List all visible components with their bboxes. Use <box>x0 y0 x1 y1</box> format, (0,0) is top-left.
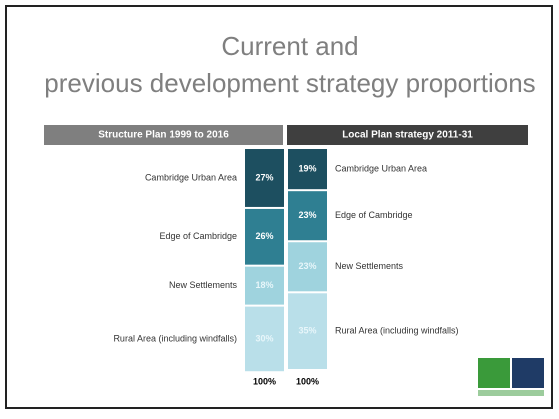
segment-label: New Settlements <box>335 261 404 271</box>
value-label: 26% <box>255 231 273 241</box>
column-header <box>44 125 283 145</box>
column-header-label: Structure Plan 1999 to 2016 <box>98 130 229 141</box>
bar-segment <box>245 208 284 265</box>
bar-segment <box>288 149 327 190</box>
bar-segment <box>245 306 284 372</box>
segment-label: Edge of Cambridge <box>159 231 237 241</box>
value-label: 23% <box>298 210 316 220</box>
segment-label: Rural Area (including windfalls) <box>335 326 459 336</box>
value-label: 30% <box>255 333 273 343</box>
bar-segment <box>288 191 327 241</box>
logo <box>478 358 544 396</box>
total-label: 100% <box>253 376 276 386</box>
value-label: 27% <box>255 172 273 182</box>
bar-segment <box>245 266 284 305</box>
bar-segment <box>288 242 327 292</box>
segment-label: Cambridge Urban Area <box>335 163 427 173</box>
segment-label: Cambridge Urban Area <box>145 172 237 182</box>
value-label: 23% <box>298 261 316 271</box>
segment-label: New Settlements <box>169 280 238 290</box>
bar-segment <box>288 293 327 369</box>
segment-label: Rural Area (including windfalls) <box>113 333 237 343</box>
column-header <box>287 125 528 145</box>
value-label: 35% <box>298 326 316 336</box>
value-label: 18% <box>255 280 273 290</box>
bar-segment <box>245 149 284 207</box>
segment-label: Edge of Cambridge <box>335 210 413 220</box>
chart-title: Current and previous development strategy… <box>44 31 535 98</box>
total-label: 100% <box>296 376 319 386</box>
value-label: 19% <box>298 163 316 173</box>
column-header-label: Local Plan strategy 2011-31 <box>342 130 473 141</box>
